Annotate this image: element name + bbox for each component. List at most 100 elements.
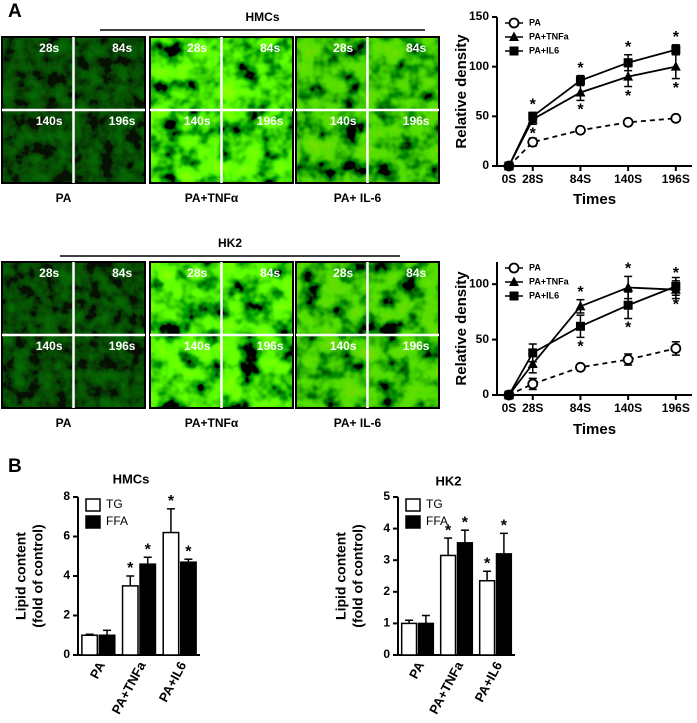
time-label: 84s xyxy=(112,41,132,55)
legend-marker xyxy=(509,276,519,286)
y-tick-label: 3 xyxy=(383,552,390,566)
panel-label: A xyxy=(8,1,22,22)
x-tick-label: 140S xyxy=(614,172,642,186)
bar xyxy=(495,553,513,656)
point xyxy=(623,300,633,310)
significance: * xyxy=(673,265,680,282)
time-label: 28s xyxy=(187,266,207,280)
x-tick-label: PA xyxy=(87,658,109,681)
legend-label: PA+TNFa xyxy=(529,276,570,286)
bar xyxy=(139,563,157,656)
legend-swatch xyxy=(85,515,101,529)
legend-label: TG xyxy=(426,497,443,511)
panel-caption: PA xyxy=(56,191,72,205)
time-label: 140s xyxy=(184,339,211,353)
time-label: 196s xyxy=(109,114,136,128)
point xyxy=(528,348,538,358)
x-tick-label: 84S xyxy=(570,401,591,415)
y-tick-label: 0 xyxy=(482,158,489,172)
legend-label: FFA xyxy=(106,514,128,528)
time-label: 28s xyxy=(39,41,59,55)
bar xyxy=(98,634,116,656)
x-tick-label: 84S xyxy=(570,172,591,186)
panel-caption: PA xyxy=(56,416,72,430)
legend-marker xyxy=(508,17,520,29)
legend-swatch xyxy=(85,498,101,512)
bar xyxy=(81,634,99,656)
legend-label: PA xyxy=(529,17,541,27)
legend-marker xyxy=(509,291,519,301)
y-tick-label: 100 xyxy=(469,276,489,290)
x-axis-label: Times xyxy=(573,421,616,438)
point xyxy=(670,343,682,354)
bar xyxy=(162,531,180,656)
time-label: 140s xyxy=(184,114,211,128)
legend-label: PA+TNFa xyxy=(529,31,570,41)
time-label: 84s xyxy=(406,266,426,280)
point xyxy=(575,76,585,86)
point xyxy=(623,71,634,81)
significance: * xyxy=(577,339,584,356)
point xyxy=(575,86,586,97)
time-label: 140s xyxy=(36,114,63,128)
time-label: 196s xyxy=(403,114,430,128)
time-label: 28s xyxy=(333,41,353,55)
time-label: 196s xyxy=(109,339,136,353)
x-tick-label: 0S xyxy=(502,401,517,415)
x-axis-label: Times xyxy=(573,191,616,208)
x-tick-label: PA xyxy=(406,658,428,681)
chart-title: HK2 xyxy=(435,473,461,488)
y-tick-label: 1 xyxy=(383,616,390,630)
legend-label: PA+IL6 xyxy=(529,290,559,300)
significance: * xyxy=(625,39,632,56)
significance: * xyxy=(462,514,469,531)
legend-label: PA xyxy=(529,262,541,272)
x-tick-label: PA+IL6 xyxy=(156,659,190,704)
bar xyxy=(478,579,496,656)
y-tick-label: 0 xyxy=(482,387,489,401)
time-label: 196s xyxy=(403,339,430,353)
legend-swatch xyxy=(405,515,421,529)
time-label: 84s xyxy=(260,41,280,55)
time-label: 28s xyxy=(187,41,207,55)
significance: * xyxy=(127,560,134,577)
point xyxy=(575,361,586,373)
y-tick-label: 150 xyxy=(469,9,489,23)
time-label: 84s xyxy=(406,41,426,55)
y-axis-label: Lipid content xyxy=(333,532,349,620)
x-tick-label: PA+IL6 xyxy=(472,659,506,704)
y-tick-label: 8 xyxy=(63,489,70,503)
point xyxy=(670,61,681,71)
x-tick-label: 196S xyxy=(662,172,690,186)
y-tick-label: 6 xyxy=(63,529,70,543)
y-tick-label: 100 xyxy=(469,59,489,73)
y-axis-label: Lipid content xyxy=(13,532,29,620)
x-tick-label: PA+TNFa xyxy=(426,658,466,716)
point xyxy=(528,111,538,121)
chart-title: HMCs xyxy=(113,471,150,486)
y-tick-label: 4 xyxy=(63,568,70,582)
time-label: 28s xyxy=(39,266,59,280)
y-tick-label: 0 xyxy=(383,647,390,661)
point xyxy=(527,358,538,368)
x-tick-label: 0S xyxy=(502,172,517,186)
x-tick-label: 28S xyxy=(522,172,543,186)
y-tick-label: 50 xyxy=(476,109,490,123)
y-tick-label: 2 xyxy=(383,584,390,598)
y-tick-label: 4 xyxy=(383,521,390,535)
point xyxy=(575,124,586,136)
time-label: 84s xyxy=(112,266,132,280)
y-tick-label: 0 xyxy=(63,647,70,661)
point xyxy=(575,321,585,331)
bar xyxy=(400,622,418,656)
y-axis-label: Relative density xyxy=(453,34,470,149)
panel-caption: PA+ IL-6 xyxy=(334,191,382,205)
point xyxy=(575,300,586,311)
y-axis-label: (fold of control) xyxy=(30,524,46,627)
significance: * xyxy=(530,97,537,114)
x-tick-label: 196S xyxy=(662,401,690,415)
significance: * xyxy=(625,88,632,105)
time-label: 196s xyxy=(257,114,284,128)
legend-label: FFA xyxy=(426,514,448,528)
